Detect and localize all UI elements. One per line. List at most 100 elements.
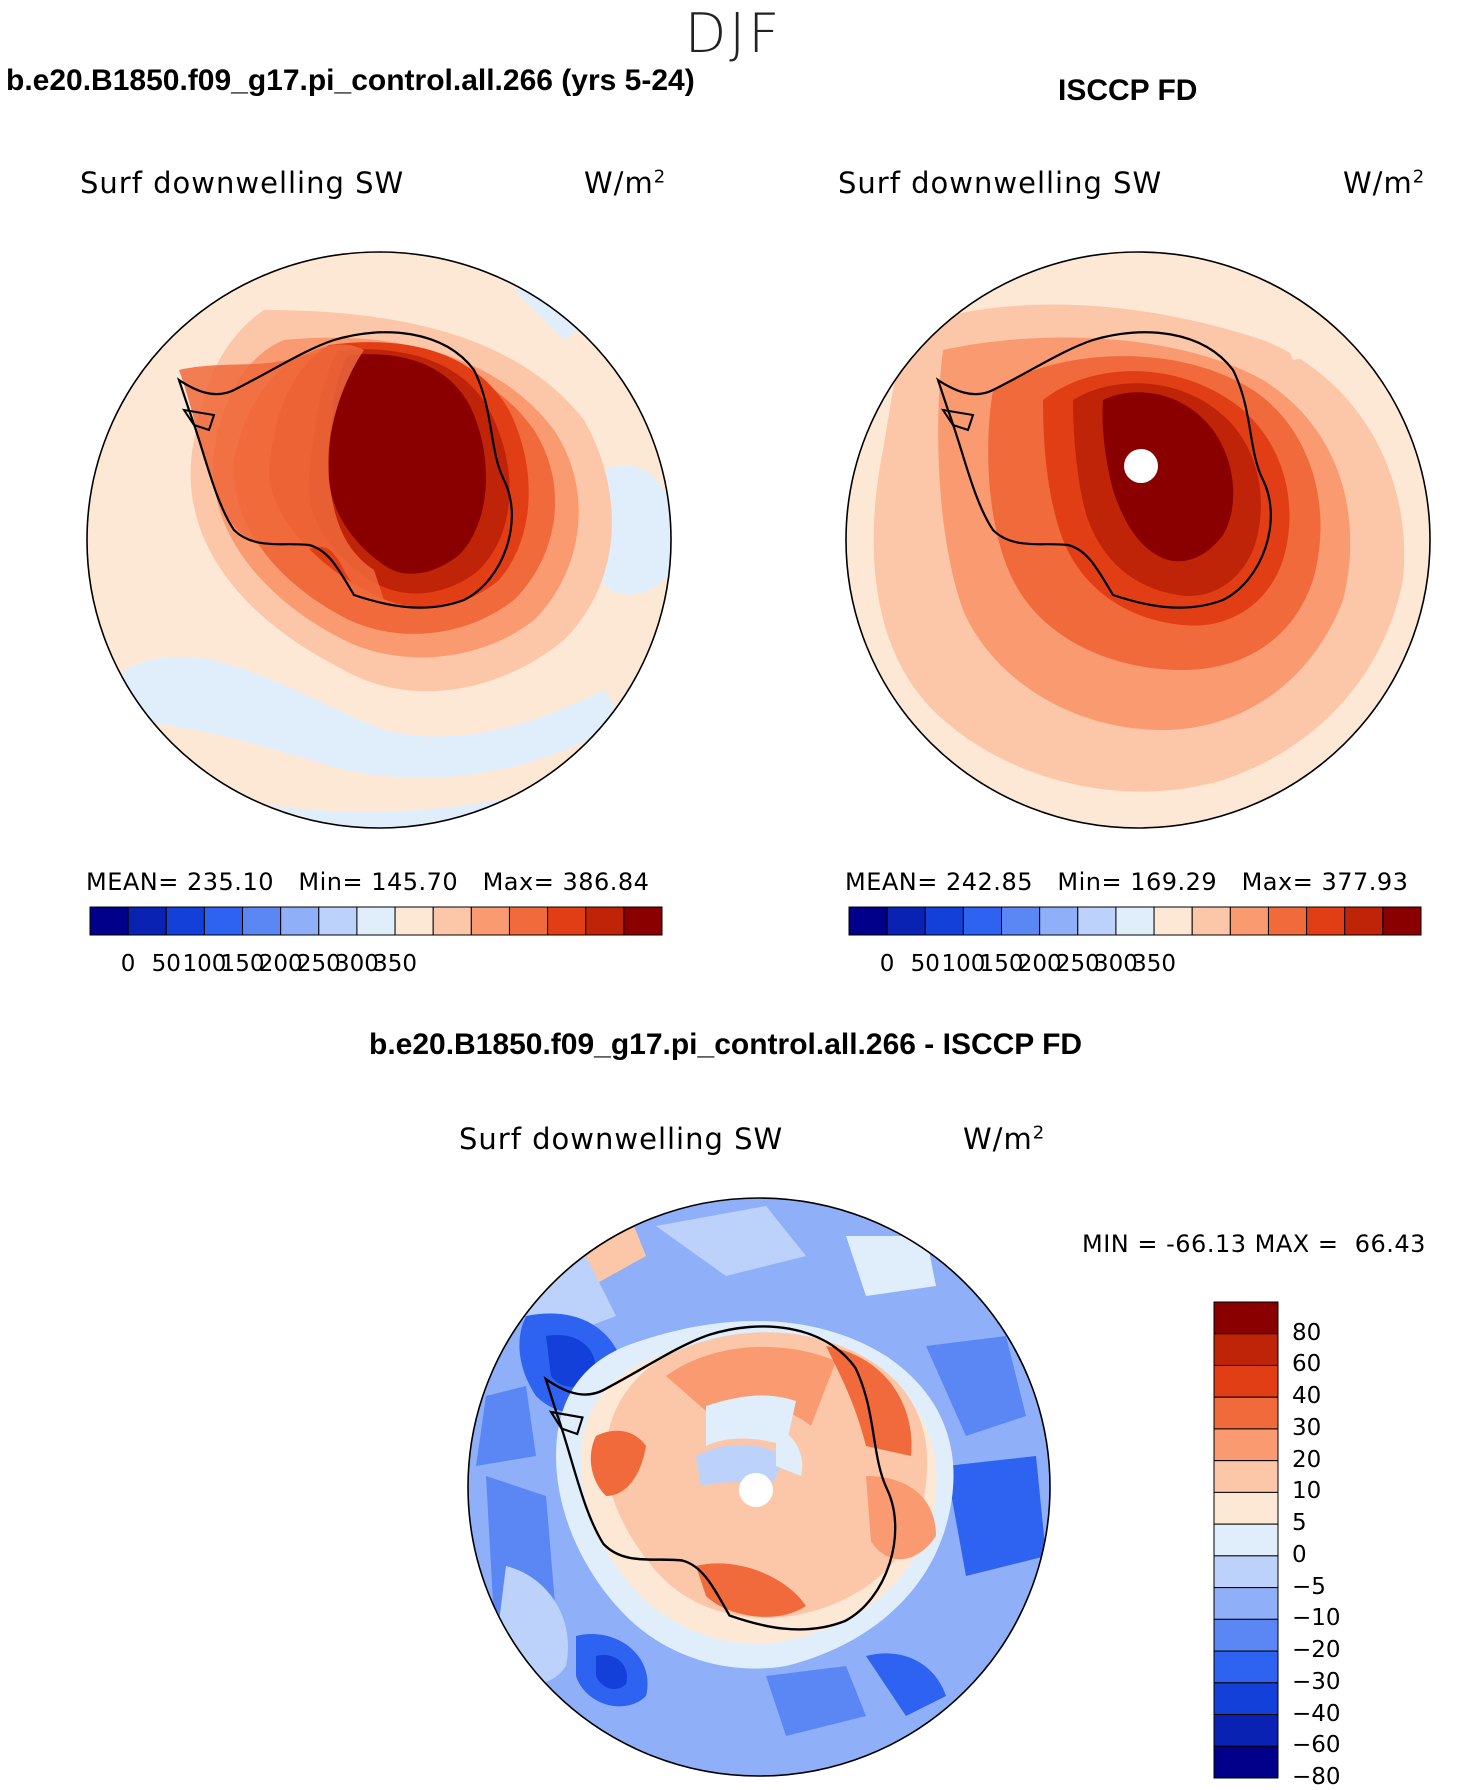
colorbar-swatch bbox=[1213, 1396, 1279, 1430]
diff-min-max: MIN = -66.13 MAX = 66.43 bbox=[1082, 1230, 1426, 1258]
diff-variable: Surf downwelling SW bbox=[459, 1122, 784, 1156]
colorbar-swatch bbox=[356, 906, 396, 936]
colorbar-tick-label: −60 bbox=[1292, 1732, 1341, 1759]
colorbar-swatch bbox=[1213, 1555, 1279, 1589]
colorbar-swatch bbox=[1153, 906, 1193, 936]
colorbar-swatch bbox=[1213, 1523, 1279, 1557]
colorbar-tick-label: 0 bbox=[120, 951, 136, 977]
colorbar-tick-label: 350 bbox=[373, 951, 418, 977]
colorbar-swatch bbox=[1213, 1682, 1279, 1716]
colorbar-swatch bbox=[1213, 1333, 1279, 1366]
colorbar-swatch bbox=[547, 906, 587, 936]
colorbar-tick-label: 100 bbox=[182, 951, 227, 977]
diff-max: 66.43 bbox=[1354, 1230, 1426, 1258]
colorbar-swatch bbox=[1213, 1618, 1279, 1652]
colorbar-swatch bbox=[127, 906, 167, 936]
colorbar-tick-label: 60 bbox=[1292, 1351, 1322, 1378]
colorbar-swatch bbox=[1213, 1650, 1279, 1684]
panel1-map bbox=[86, 251, 672, 829]
colorbar-tick-label: 50 bbox=[910, 951, 940, 977]
colorbar-swatch bbox=[89, 906, 129, 936]
colorbar-swatch bbox=[1213, 1460, 1279, 1493]
colorbar-swatch bbox=[1213, 1491, 1279, 1525]
colorbar-swatch bbox=[1115, 906, 1155, 936]
colorbar-swatch bbox=[432, 906, 472, 936]
colorbar-tick-label: 10 bbox=[1292, 1478, 1322, 1505]
colorbar-tick-label: 250 bbox=[1055, 951, 1100, 977]
colorbar-swatch bbox=[1213, 1301, 1279, 1335]
panel1-min: 145.70 bbox=[371, 868, 459, 896]
colorbar-swatch bbox=[165, 906, 205, 936]
colorbar-tick-label: 200 bbox=[258, 951, 303, 977]
panel2-case-title: ISCCP FD bbox=[1058, 74, 1198, 107]
colorbar-tick-label: −5 bbox=[1292, 1573, 1326, 1600]
colorbar-tick-label: 300 bbox=[334, 951, 379, 977]
diff-case-title: b.e20.B1850.f09_g17.pi_control.all.266 -… bbox=[369, 1028, 1083, 1061]
colorbar-tick-label: 350 bbox=[1132, 951, 1177, 977]
panel2-colorbar bbox=[848, 906, 1422, 936]
panel2-max: 377.93 bbox=[1321, 868, 1409, 896]
colorbar-swatch bbox=[1229, 906, 1269, 936]
colorbar-swatch bbox=[886, 906, 926, 936]
colorbar-swatch bbox=[318, 906, 358, 936]
colorbar-swatch bbox=[1191, 906, 1231, 936]
colorbar-tick-label: 50 bbox=[151, 951, 181, 977]
colorbar-swatch bbox=[623, 906, 663, 936]
colorbar-swatch bbox=[508, 906, 549, 936]
colorbar-swatch bbox=[1267, 906, 1308, 936]
season-title: DJF bbox=[684, 2, 783, 65]
diff-min: -66.13 bbox=[1166, 1230, 1247, 1258]
panel1-stats: MEAN= 235.10 Min= 145.70 Max= 386.84 bbox=[86, 868, 650, 896]
colorbar-tick-label: 30 bbox=[1292, 1414, 1322, 1441]
panel2-units: W/m2 bbox=[1343, 166, 1426, 200]
panel2-variable: Surf downwelling SW bbox=[838, 166, 1163, 200]
colorbar-swatch bbox=[470, 906, 510, 936]
colorbar-tick-label: 0 bbox=[1292, 1541, 1307, 1568]
colorbar-swatch bbox=[1213, 1428, 1279, 1462]
colorbar-swatch bbox=[1001, 906, 1041, 936]
panel2-mean: 242.85 bbox=[946, 868, 1033, 896]
colorbar-tick-label: 0 bbox=[879, 951, 895, 977]
colorbar-tick-label: −30 bbox=[1292, 1668, 1341, 1695]
colorbar-swatch bbox=[394, 906, 434, 936]
diff-colorbar bbox=[1213, 1301, 1279, 1779]
colorbar-swatch bbox=[848, 906, 888, 936]
diff-units: W/m2 bbox=[963, 1122, 1046, 1156]
panel1-case-title: b.e20.B1850.f09_g17.pi_control.all.266 (… bbox=[6, 64, 695, 97]
colorbar-swatch bbox=[203, 906, 244, 936]
panel1-units: W/m2 bbox=[584, 166, 667, 200]
panel1-max: 386.84 bbox=[562, 868, 650, 896]
colorbar-swatch bbox=[1213, 1364, 1279, 1398]
colorbar-tick-label: 80 bbox=[1292, 1319, 1322, 1346]
colorbar-tick-label: −20 bbox=[1292, 1637, 1341, 1664]
colorbar-swatch bbox=[1344, 906, 1384, 936]
colorbar-tick-label: 300 bbox=[1093, 951, 1138, 977]
panel2-min: 169.29 bbox=[1130, 868, 1218, 896]
panel1-colorbar bbox=[89, 906, 663, 936]
colorbar-swatch bbox=[1213, 1587, 1279, 1620]
colorbar-swatch bbox=[1306, 906, 1346, 936]
colorbar-tick-label: −10 bbox=[1292, 1605, 1341, 1632]
colorbar-tick-label: 150 bbox=[979, 951, 1024, 977]
colorbar-swatch bbox=[1382, 906, 1422, 936]
colorbar-swatch bbox=[1039, 906, 1079, 936]
colorbar-tick-label: 200 bbox=[1017, 951, 1062, 977]
colorbar-swatch bbox=[1077, 906, 1117, 936]
colorbar-swatch bbox=[1213, 1714, 1279, 1747]
colorbar-tick-label: 150 bbox=[220, 951, 265, 977]
colorbar-swatch bbox=[280, 906, 320, 936]
colorbar-swatch bbox=[924, 906, 964, 936]
colorbar-tick-label: −80 bbox=[1292, 1764, 1341, 1790]
colorbar-tick-label: −40 bbox=[1292, 1700, 1341, 1727]
panel2-stats: MEAN= 242.85 Min= 169.29 Max= 377.93 bbox=[845, 868, 1409, 896]
colorbar-tick-label: 40 bbox=[1292, 1383, 1322, 1410]
colorbar-swatch bbox=[1213, 1745, 1279, 1779]
panel2-map bbox=[845, 251, 1431, 829]
colorbar-swatch bbox=[962, 906, 1003, 936]
colorbar-tick-label: 20 bbox=[1292, 1446, 1322, 1473]
panel1-mean: 235.10 bbox=[187, 868, 274, 896]
colorbar-tick-label: 100 bbox=[941, 951, 986, 977]
panel1-variable: Surf downwelling SW bbox=[80, 166, 405, 200]
colorbar-tick-label: 250 bbox=[296, 951, 341, 977]
diff-map bbox=[467, 1197, 1051, 1777]
